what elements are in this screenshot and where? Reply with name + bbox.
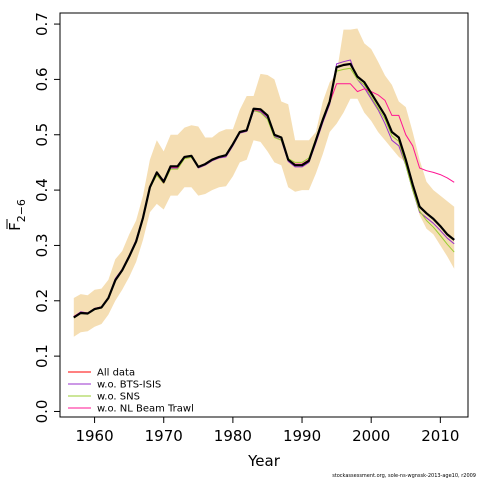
legend-label: w.o. SNS <box>97 392 140 403</box>
y-tick-label: 0.7 <box>33 12 51 36</box>
x-axis-title: Year <box>247 452 281 470</box>
y-axis-title-sub: 2−6 <box>15 199 28 222</box>
x-tick-label: 1970 <box>145 427 183 445</box>
svg-text:F2−6: F2−6 <box>6 199 28 231</box>
x-tick-label: 2010 <box>421 427 459 445</box>
legend-label: w.o. BTS-ISIS <box>97 380 161 391</box>
y-axis: 0.0 0.1 0.2 0.3 0.4 0.5 0.6 0.7 <box>33 12 60 423</box>
credit-text: stockassessment.org, sole-ns-wgnssk-2013… <box>332 473 476 479</box>
plot-frame <box>59 12 469 418</box>
y-tick-label: 0.0 <box>33 400 51 424</box>
legend-label: w.o. NL Beam Trawl <box>97 404 194 415</box>
x-tick-label: 2000 <box>352 427 390 445</box>
confidence-band <box>73 28 455 337</box>
legend-label: All data <box>97 368 135 379</box>
x-tick-label: 1980 <box>214 427 252 445</box>
y-tick-label: 0.3 <box>33 234 51 258</box>
y-tick-label: 0.2 <box>33 289 51 313</box>
y-axis-title-main: F <box>6 222 24 231</box>
x-axis: 1960 1970 1980 1990 2000 2010 <box>75 417 459 445</box>
y-tick-label: 0.6 <box>33 67 51 91</box>
y-tick-label: 0.1 <box>33 344 51 368</box>
series-layer <box>73 59 455 319</box>
y-axis-title: F2−6 <box>6 199 28 231</box>
confidence-band-layer <box>73 28 455 337</box>
x-tick-label: 1990 <box>283 427 321 445</box>
y-tick-label: 0.5 <box>33 123 51 147</box>
y-tick-label: 0.4 <box>33 178 51 202</box>
x-tick-label: 1960 <box>75 427 113 445</box>
series-line-estimate <box>73 62 455 319</box>
